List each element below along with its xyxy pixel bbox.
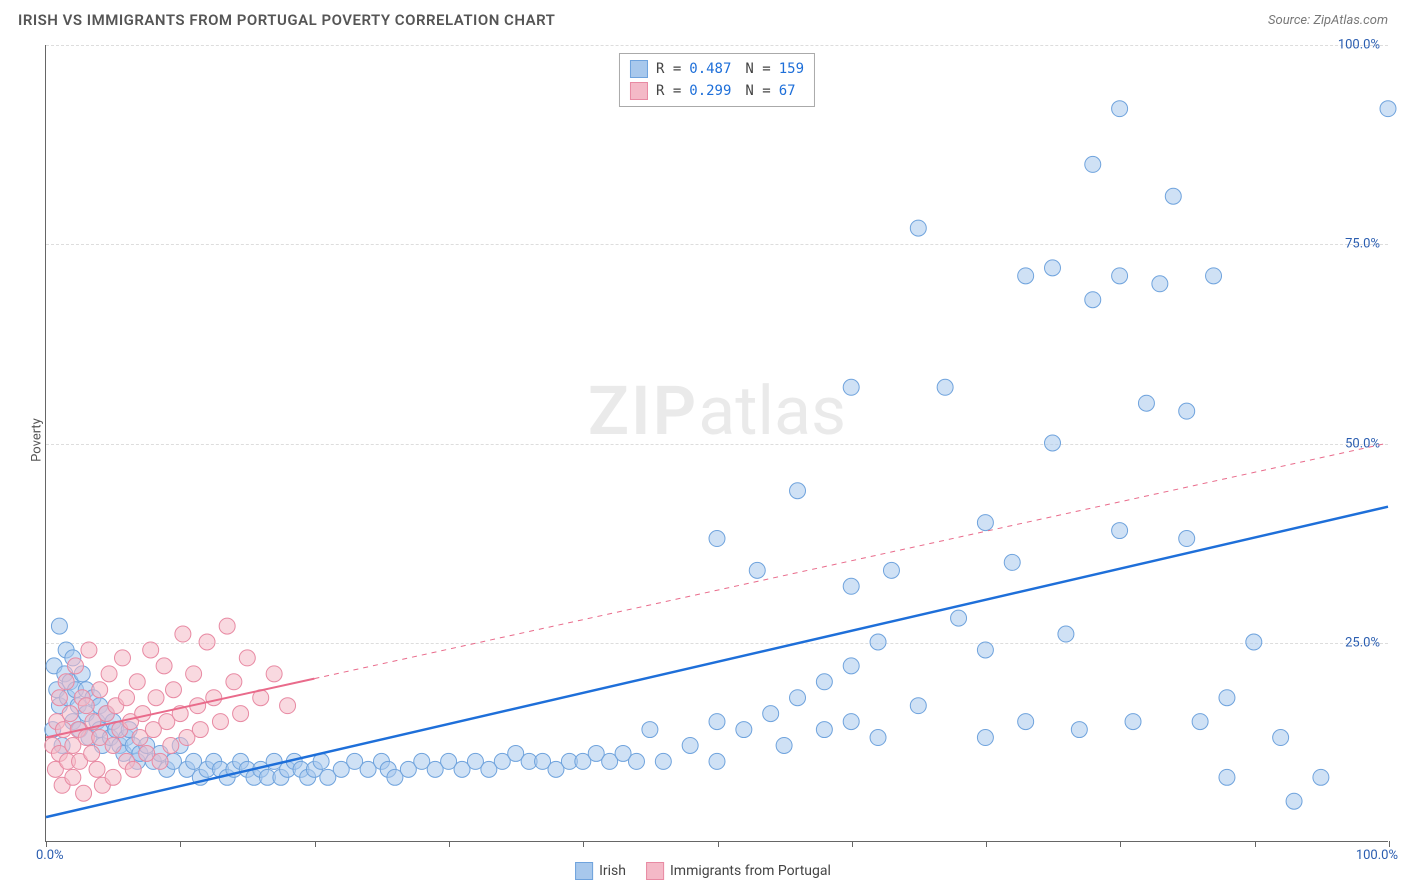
swatch-irish-icon xyxy=(575,862,593,880)
y-axis-label: Poverty xyxy=(29,418,44,462)
n-value-portugal: 67 xyxy=(779,83,796,99)
x-tick xyxy=(718,841,719,847)
x-tick xyxy=(852,841,853,847)
x-axis-min-label: 0.0% xyxy=(36,848,64,863)
n-value-irish: 159 xyxy=(779,61,804,77)
legend-item-portugal: Immigrants from Portugal xyxy=(646,862,831,880)
x-tick xyxy=(1255,841,1256,847)
x-tick xyxy=(583,841,584,847)
x-tick xyxy=(180,841,181,847)
x-tick xyxy=(449,841,450,847)
x-tick xyxy=(1120,841,1121,847)
chart-plot-area: ZIPatlas 25.0%50.0%75.0%100.0% 0.0% 100.… xyxy=(45,45,1388,842)
x-axis-max-label: 100.0% xyxy=(1356,848,1398,863)
legend-row-portugal: R = 0.299 N = 67 xyxy=(630,80,804,102)
x-tick xyxy=(1389,841,1390,847)
series-legend: Irish Immigrants from Portugal xyxy=(575,862,831,880)
swatch-portugal xyxy=(630,82,648,100)
source-attribution: Source: ZipAtlas.com xyxy=(1268,13,1388,28)
r-value-irish: 0.487 xyxy=(689,61,731,77)
swatch-portugal-icon xyxy=(646,862,664,880)
chart-title: IRISH VS IMMIGRANTS FROM PORTUGAL POVERT… xyxy=(18,11,555,29)
chart-svg xyxy=(46,45,1388,841)
legend-item-irish: Irish xyxy=(575,862,626,880)
correlation-legend: R = 0.487 N = 159 R = 0.299 N = 67 xyxy=(619,53,815,107)
r-value-portugal: 0.299 xyxy=(689,83,731,99)
x-tick xyxy=(986,841,987,847)
swatch-irish xyxy=(630,60,648,78)
x-tick xyxy=(315,841,316,847)
legend-row-irish: R = 0.487 N = 159 xyxy=(630,58,804,80)
x-tick xyxy=(46,841,47,847)
